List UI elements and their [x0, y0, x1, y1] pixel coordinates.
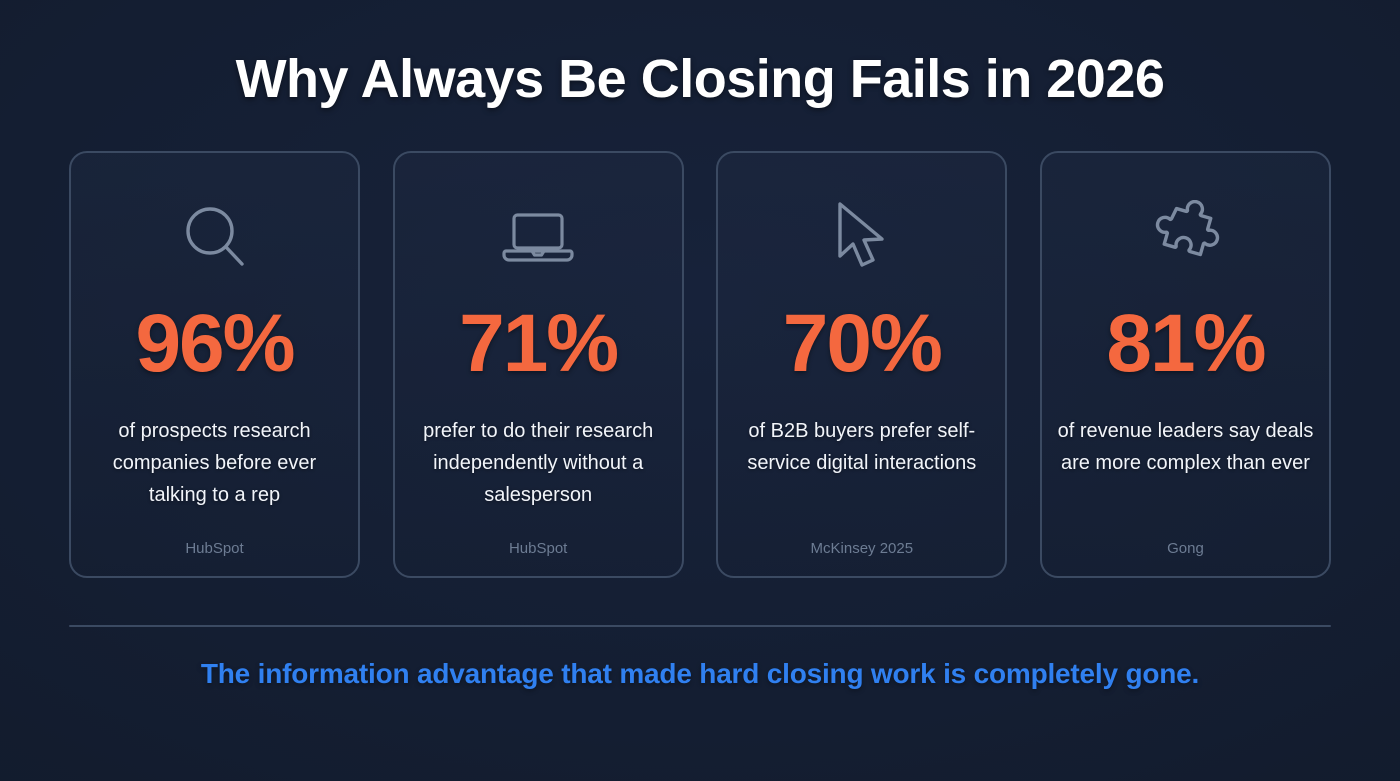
stat-source: Gong	[1167, 540, 1204, 558]
stat-card: 81% of revenue leaders say deals are mor…	[1039, 151, 1331, 579]
stat-description: prefer to do their research independentl…	[423, 420, 654, 507]
stat-description: of revenue leaders say deals are more co…	[1057, 420, 1314, 475]
stat-value: 70%	[782, 298, 943, 390]
cursor-arrow-icon	[828, 201, 896, 273]
stat-source: McKinsey 2025	[810, 540, 914, 558]
stat-description: of prospects research companies before e…	[112, 420, 317, 507]
stat-card: 70% of B2B buyers prefer self-service di…	[716, 151, 1008, 579]
magnifying-glass-icon	[179, 201, 251, 273]
laptop-icon	[500, 201, 576, 273]
stat-source: HubSpot	[508, 540, 568, 558]
stat-description: of B2B buyers prefer self-service digita…	[747, 420, 977, 475]
stat-source: HubSpot	[185, 540, 244, 558]
stat-card: 71% prefer to do their research independ…	[392, 151, 684, 579]
divider	[69, 625, 1331, 628]
puzzle-piece-icon	[1147, 200, 1223, 273]
stat-value: 96%	[135, 298, 295, 390]
stat-card-row: 96% of prospects research companies befo…	[69, 151, 1331, 579]
stat-card: 96% of prospects research companies befo…	[69, 151, 360, 579]
footer-statement: The information advantage that made hard…	[200, 658, 1200, 690]
stat-value: 71%	[459, 298, 619, 390]
stat-value: 81%	[1106, 298, 1266, 390]
page-title: Why Always Be Closing Fails in 2026	[235, 49, 1165, 109]
